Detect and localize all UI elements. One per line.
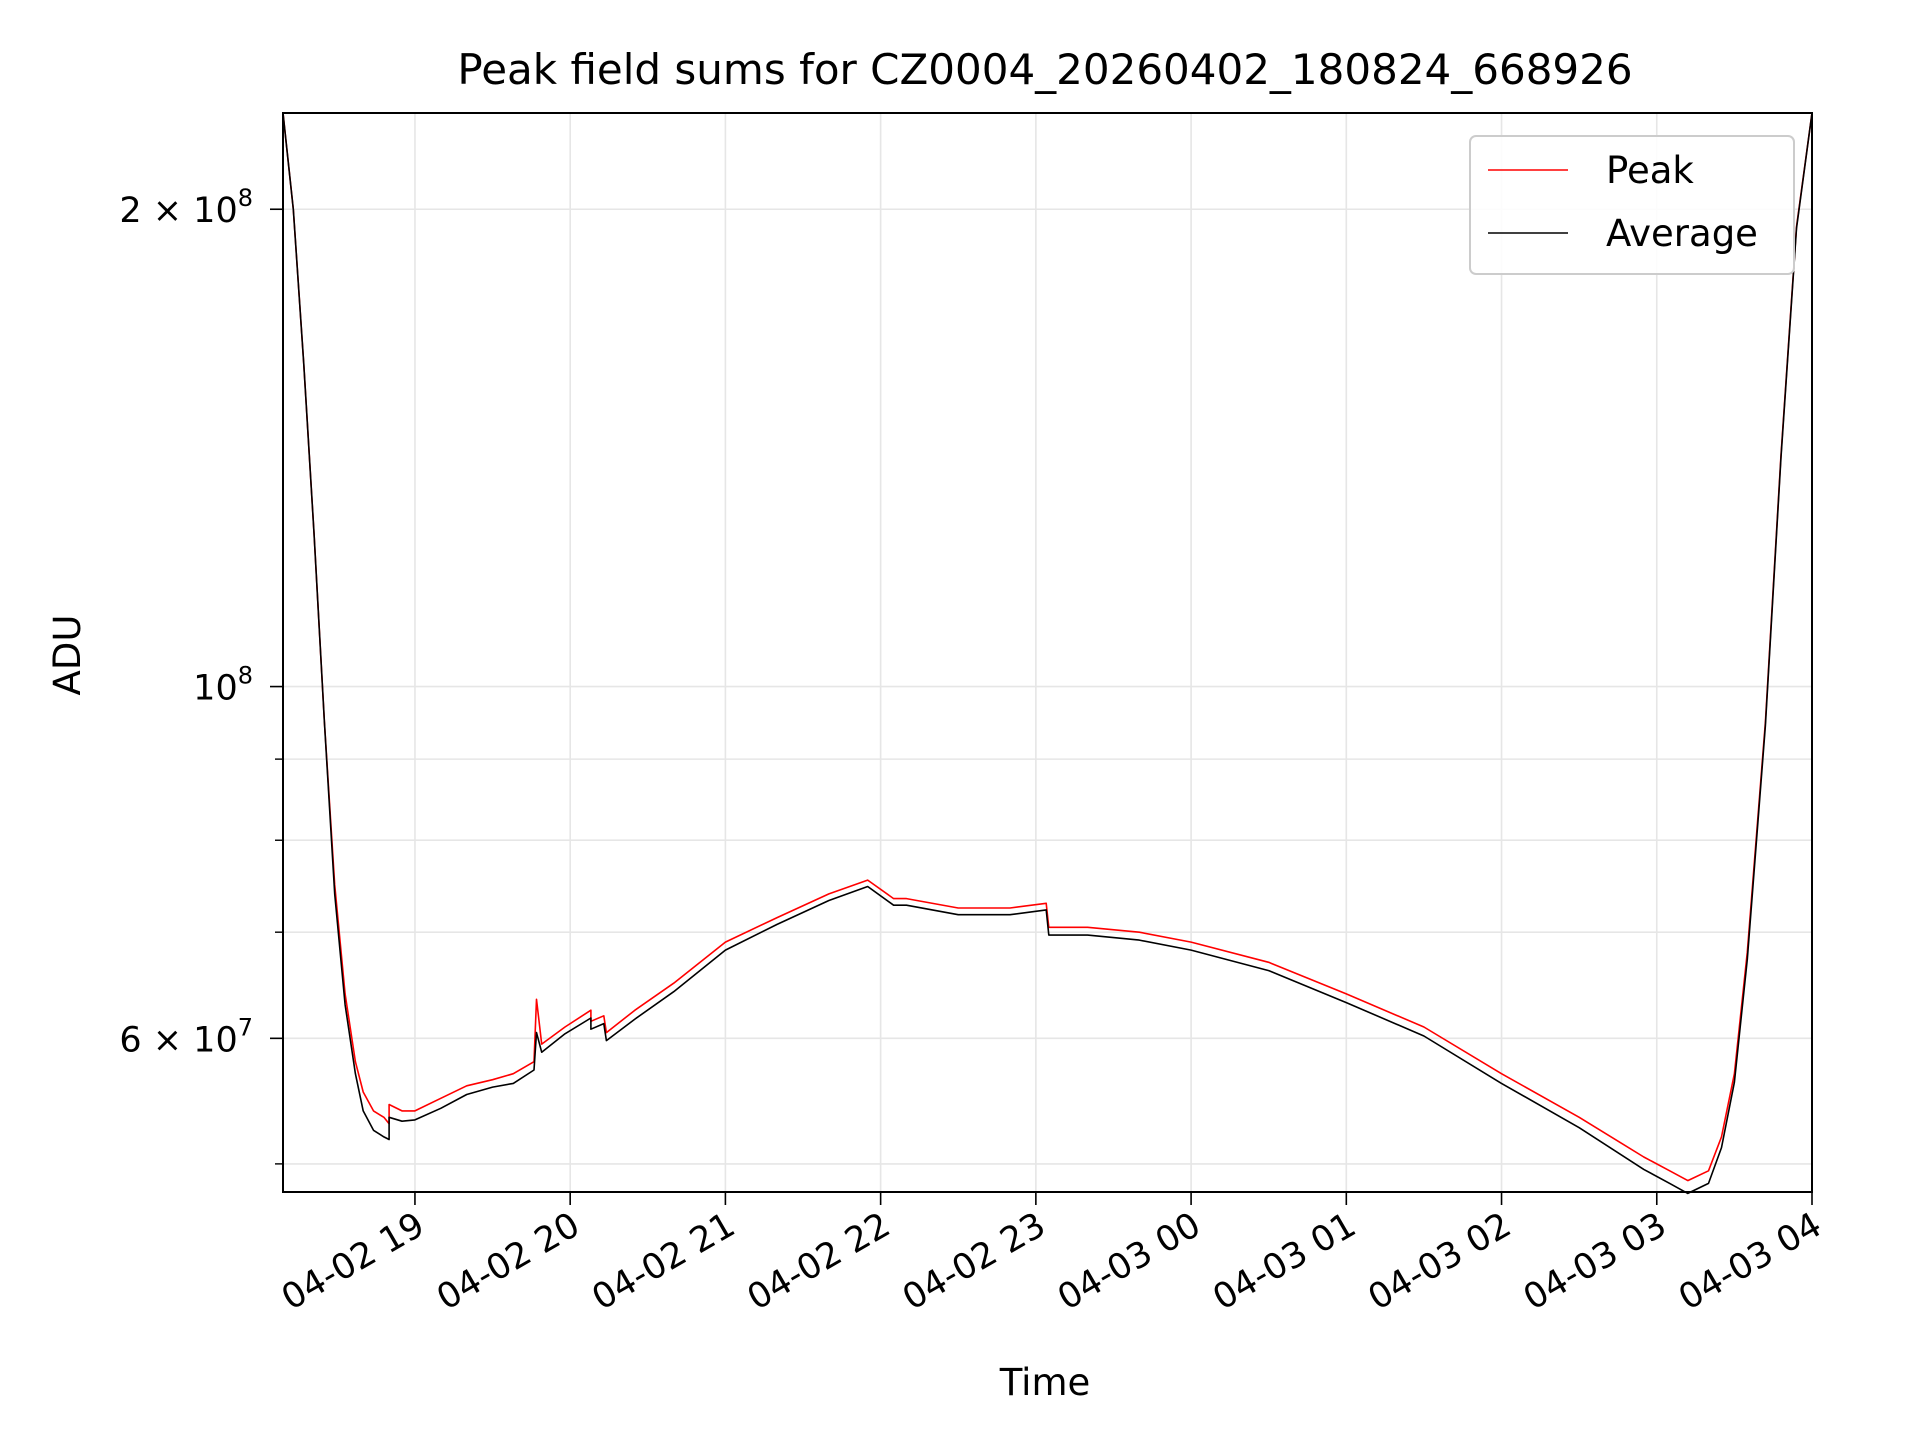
y-tick-label-exponent: 8 xyxy=(238,184,253,212)
y-tick-label-exponent: 7 xyxy=(238,1013,253,1041)
y-tick-label-base: 2 × 10 xyxy=(119,191,237,231)
y-tick-label: 2 × 108 xyxy=(119,184,253,231)
series-line-peak xyxy=(282,112,1813,1182)
legend-label-peak: Peak xyxy=(1606,149,1694,192)
plot-frame xyxy=(282,112,1813,1193)
y-tick-label: 108 xyxy=(193,662,253,709)
series-line-average xyxy=(282,112,1813,1195)
legend: Peak Average xyxy=(1469,135,1795,275)
grid-lines xyxy=(283,113,1813,1192)
y-tick-label: 6 × 107 xyxy=(119,1013,253,1060)
legend-label-average: Average xyxy=(1606,212,1758,255)
series-lines xyxy=(282,112,1813,1195)
y-tick-label-exponent: 8 xyxy=(238,662,253,690)
y-axis-label: ADU xyxy=(46,615,89,696)
chart-title: Peak field sums for CZ0004_20260402_1808… xyxy=(457,45,1632,94)
y-tick-label-base: 10 xyxy=(193,669,238,709)
y-tick-label-base: 6 × 10 xyxy=(119,1020,237,1060)
x-axis-label: Time xyxy=(999,1361,1091,1404)
